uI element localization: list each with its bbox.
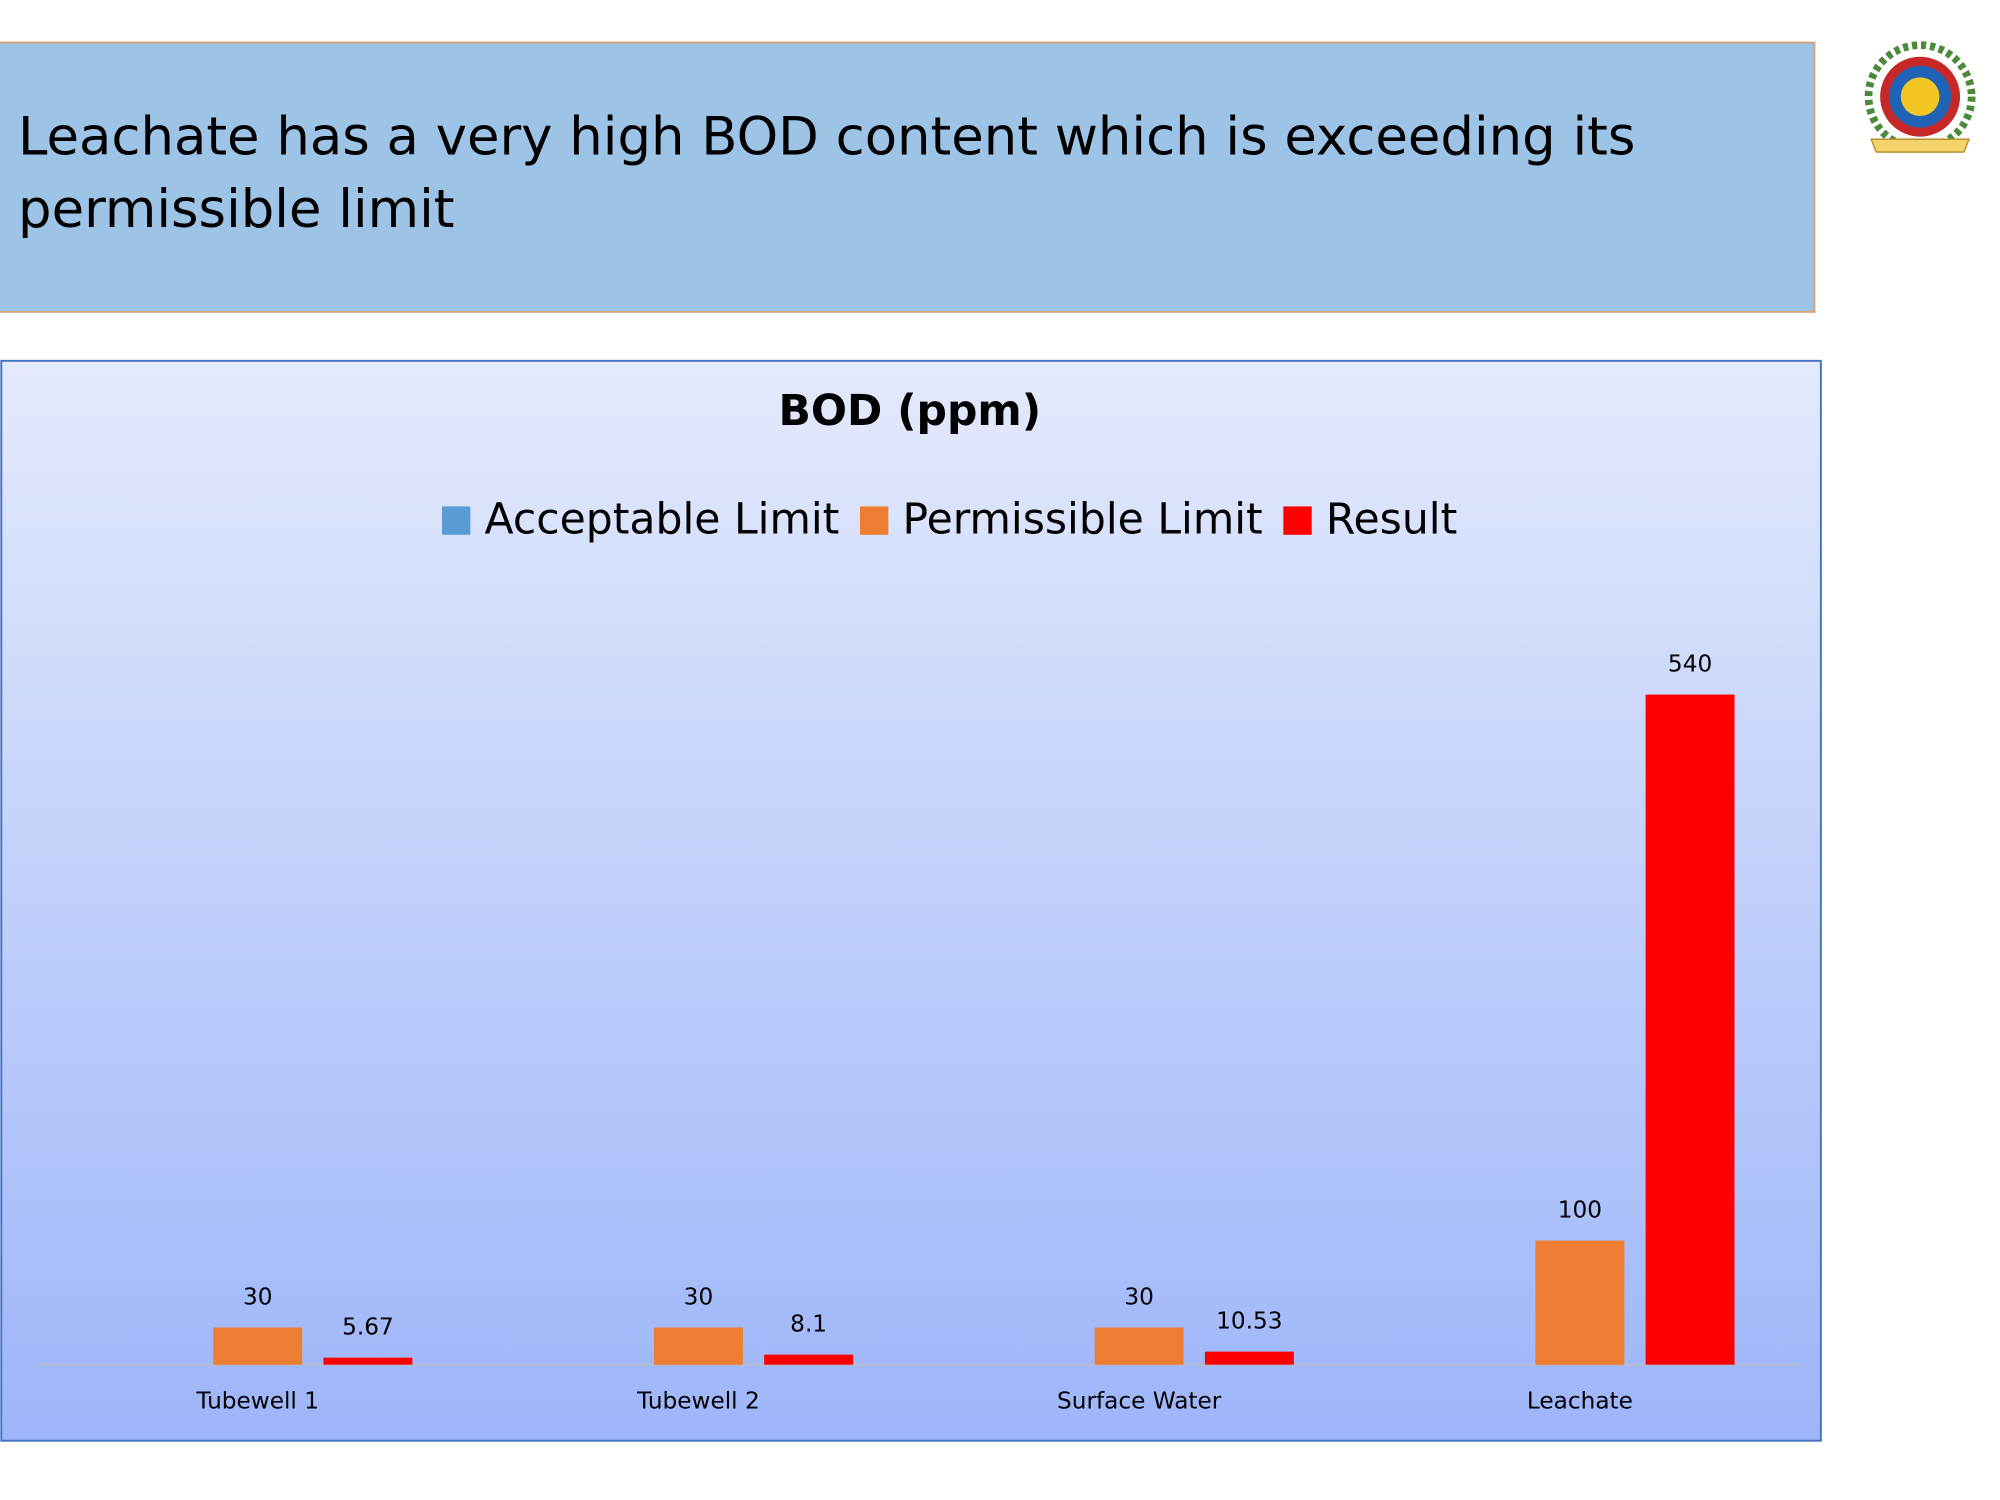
chart-title: BOD (ppm) [778,387,1041,436]
plot: Tubewell 1 30 5.67 Tubewell 2 30 8.1 Surface W… [37,650,1801,1415]
bar [764,1354,854,1365]
bar [1535,1240,1625,1365]
x-tick-label: Tubewell 2 [636,1388,760,1415]
logo [1864,41,1976,153]
slide-title: Leachate has a very high BOD content whi… [18,105,1636,240]
x-tick-label: Leachate [1527,1388,1633,1415]
value-label: 5.67 [342,1314,394,1341]
value-label: 30 [684,1283,714,1310]
x-tick-label: Surface Water [1057,1388,1222,1415]
bar [323,1357,413,1365]
chart-area [0,359,1822,1442]
legend-swatch [1283,506,1312,535]
value-label: 10.53 [1216,1307,1282,1334]
legend-swatch [442,506,471,535]
title-box [0,41,1816,313]
title-holder: Leachate has a very high BOD content whi… [18,105,1636,240]
legend-label: Permissible Limit [903,495,1263,544]
bar [1094,1327,1184,1365]
bar [653,1327,743,1365]
bar [1645,694,1735,1365]
value-label: 30 [1124,1283,1154,1310]
value-label: 540 [1668,650,1712,677]
value-label: 30 [243,1283,273,1310]
value-label: 100 [1558,1196,1602,1223]
bar [213,1327,303,1365]
legend-swatch [859,506,889,535]
bar [1204,1351,1294,1365]
value-label: 8.1 [790,1310,827,1337]
legend-label: Result [1326,495,1457,544]
legend: Acceptable Limit Permissible Limit Result [442,495,1457,544]
x-tick-label: Tubewell 1 [195,1388,319,1415]
legend-label: Acceptable Limit [485,495,840,544]
